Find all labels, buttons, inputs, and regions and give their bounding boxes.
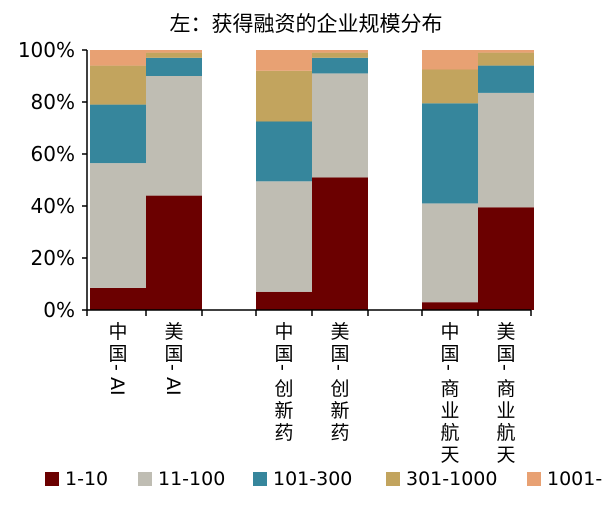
legend-label: 1-10 (65, 468, 108, 490)
svg-text:商: 商 (440, 378, 459, 400)
svg-text:国: 国 (330, 343, 349, 365)
bar-segment (422, 69, 478, 104)
legend-item: 301-1000 (386, 468, 497, 490)
legend: 1-10 11-100 101-300 301-1000 1001- (45, 468, 602, 490)
bar-segment (312, 177, 368, 310)
svg-text:中: 中 (274, 321, 293, 343)
svg-text:-: - (494, 364, 516, 371)
chart-title: 左：获得融资的企业规模分布 (169, 12, 443, 36)
bar-segment (146, 50, 202, 53)
svg-text:新: 新 (274, 400, 293, 422)
svg-text:-: - (162, 364, 184, 371)
x-category-label: 美国- AI (162, 321, 184, 396)
x-category-label: 中国- AI (106, 321, 128, 396)
bar-segment (256, 70, 312, 122)
bar-segment (146, 52, 202, 58)
legend-swatch (386, 472, 400, 486)
y-tick-label: 0% (43, 298, 75, 322)
bar-segment (90, 50, 146, 66)
svg-text:商: 商 (496, 378, 515, 400)
svg-text:美: 美 (496, 321, 515, 343)
svg-text:中: 中 (440, 321, 459, 343)
svg-text:-: - (106, 364, 128, 371)
svg-text:业: 业 (496, 400, 515, 422)
bar-segment (478, 50, 534, 53)
axes-layer: 0% 20% 40% 60% 80% 100% (18, 38, 532, 322)
svg-text:国: 国 (274, 343, 293, 365)
svg-text:航: 航 (440, 422, 459, 444)
legend-swatch (527, 472, 541, 486)
svg-text:创: 创 (330, 378, 349, 400)
bar-segment (478, 65, 534, 93)
bar-segment (146, 57, 202, 76)
bar-segment (90, 65, 146, 105)
y-tick-label: 100% (18, 38, 75, 62)
bar-segment (256, 121, 312, 182)
legend-item: 11-100 (138, 468, 225, 490)
svg-text:AI: AI (106, 377, 128, 396)
y-tick-label: 40% (31, 194, 75, 218)
svg-text:AI: AI (162, 377, 184, 396)
svg-text:-: - (272, 364, 294, 371)
legend-swatch (253, 472, 267, 486)
legend-item: 101-300 (253, 468, 352, 490)
svg-text:国: 国 (440, 343, 459, 365)
svg-text:国: 国 (496, 343, 515, 365)
legend-label: 1001- (547, 468, 602, 490)
x-category-label: 美国- 创新药 (328, 321, 350, 444)
bar-segment (478, 92, 534, 208)
bar-segment (90, 163, 146, 288)
svg-text:业: 业 (440, 400, 459, 422)
y-tick-label: 20% (31, 246, 75, 270)
bar-segment (146, 76, 202, 196)
bar-segment (312, 57, 368, 74)
bar-segment (478, 207, 534, 310)
y-tick-label: 80% (31, 90, 75, 114)
bar-segment (312, 52, 368, 58)
legend-label: 11-100 (158, 468, 225, 490)
svg-text:药: 药 (330, 422, 349, 444)
svg-text:创: 创 (274, 378, 293, 400)
y-tick-label: 60% (31, 142, 75, 166)
legend-swatch (138, 472, 152, 486)
bar-segment (256, 50, 312, 71)
bar-segment (422, 50, 478, 70)
svg-text:新: 新 (330, 400, 349, 422)
bar-segment (422, 203, 478, 303)
bar-segment (312, 73, 368, 178)
svg-text:天: 天 (440, 444, 459, 466)
svg-text:-: - (438, 364, 460, 371)
legend-swatch (45, 472, 59, 486)
svg-text:国: 国 (164, 343, 183, 365)
bar-segment (90, 104, 146, 164)
svg-text:天: 天 (496, 444, 515, 466)
bar-segment (422, 103, 478, 204)
svg-text:美: 美 (164, 321, 183, 343)
bar-segment (146, 195, 202, 310)
svg-text:航: 航 (496, 422, 515, 444)
legend-label: 301-1000 (406, 468, 497, 490)
legend-item: 1-10 (45, 468, 108, 490)
svg-text:美: 美 (330, 321, 349, 343)
legend-label: 101-300 (273, 468, 352, 490)
svg-text:-: - (328, 364, 350, 371)
bar-segment (478, 52, 534, 66)
bar-segment (256, 181, 312, 292)
bar-segment (256, 291, 312, 310)
bar-segment (90, 287, 146, 310)
svg-text:国: 国 (108, 343, 127, 365)
bar-segment (312, 50, 368, 53)
svg-text:中: 中 (108, 321, 127, 343)
legend-item: 1001- (527, 468, 602, 490)
svg-text:药: 药 (274, 422, 293, 444)
bars-layer (90, 50, 534, 310)
bar-segment (422, 302, 478, 310)
x-category-label: 中国- 创新药 (272, 321, 294, 444)
